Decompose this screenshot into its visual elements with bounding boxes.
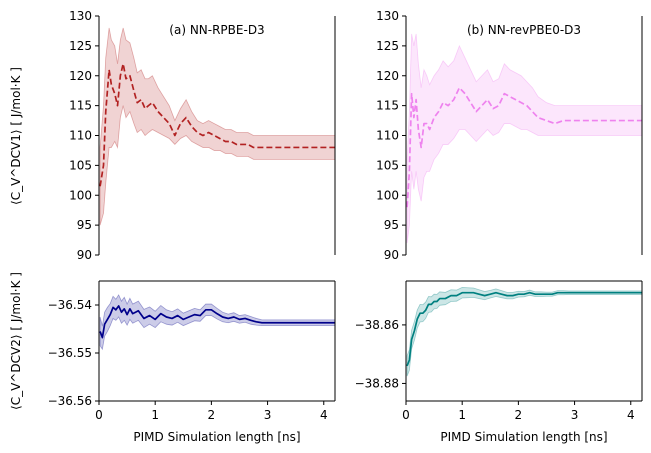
mean-line	[99, 305, 335, 339]
panel-b-revpbe0: 90 95 100 105 110 115 120 125 130 (b) NN-revPBE0-…	[376, 9, 643, 262]
mean-line	[406, 86, 642, 208]
panel-c-dcv2-rpbe: −36.56 −36.55 −36.54 0 1 2 3 4 PIMD Simulation l…	[9, 272, 336, 444]
mean-line	[406, 291, 642, 367]
y-tick-label: −38.88	[355, 376, 399, 390]
y-tick-label: 100	[376, 188, 399, 202]
panel-a-rpbe: 90 95 100 105 110 115 120 125 130 (a) NN-RPBE-D3 ⟨…	[9, 9, 336, 262]
x-tick-label: 2	[208, 408, 216, 422]
y-tick-label: 125	[69, 39, 92, 53]
x-tick-label: 0	[402, 408, 410, 422]
x-tick-label: 1	[458, 408, 466, 422]
y-tick-label: 115	[376, 99, 399, 113]
y-tick-label: 110	[376, 129, 399, 143]
y-tick-label: 115	[69, 99, 92, 113]
confidence-band	[406, 33, 643, 244]
confidence-band	[406, 287, 643, 377]
y-tick-label: 90	[77, 248, 92, 262]
y-tick-label: −36.54	[48, 298, 92, 312]
y-tick-label: 130	[376, 9, 399, 23]
panel-title: (b) NN-revPBE0-D3	[467, 23, 581, 37]
y-tick-label: 120	[69, 69, 92, 83]
y-tick-label: 105	[376, 158, 399, 172]
panel-d-dcv2-revpbe0: −38.88 −38.86 0 1 2 3 4 PIMD Simulation length …	[355, 280, 643, 444]
y-tick-label: −36.55	[48, 346, 92, 360]
x-axis-label: PIMD Simulation length [ns]	[133, 430, 300, 444]
y-tick-label: 130	[69, 9, 92, 23]
y-tick-label: 125	[376, 39, 399, 53]
confidence-band	[99, 27, 336, 226]
x-tick-label: 2	[515, 408, 523, 422]
y-tick-label: 110	[69, 129, 92, 143]
panel-title: (a) NN-RPBE-D3	[169, 23, 264, 37]
x-tick-label: 0	[95, 408, 103, 422]
y-tick-label: 95	[77, 218, 92, 232]
x-tick-label: 3	[264, 408, 272, 422]
y-tick-label: 105	[69, 158, 92, 172]
y-tick-label: 120	[376, 69, 399, 83]
x-tick-label: 1	[151, 408, 159, 422]
y-tick-label: −36.56	[48, 394, 92, 408]
y-axis-label: ⟨C_V^DCV1⟩ [ J/mol·K ]	[9, 67, 23, 205]
y-axis-label: ⟨C_V^DCV2⟩ [ J/mol·K ]	[9, 272, 23, 410]
x-tick-label: 4	[320, 408, 328, 422]
x-axis-label: PIMD Simulation length [ns]	[440, 430, 607, 444]
y-tick-label: 100	[69, 188, 92, 202]
y-tick-label: 90	[384, 248, 399, 262]
mean-line	[99, 62, 335, 187]
y-tick-label: −38.86	[355, 318, 399, 332]
y-tick-label: 95	[384, 218, 399, 232]
x-tick-label: 4	[627, 408, 635, 422]
x-tick-label: 3	[571, 408, 579, 422]
